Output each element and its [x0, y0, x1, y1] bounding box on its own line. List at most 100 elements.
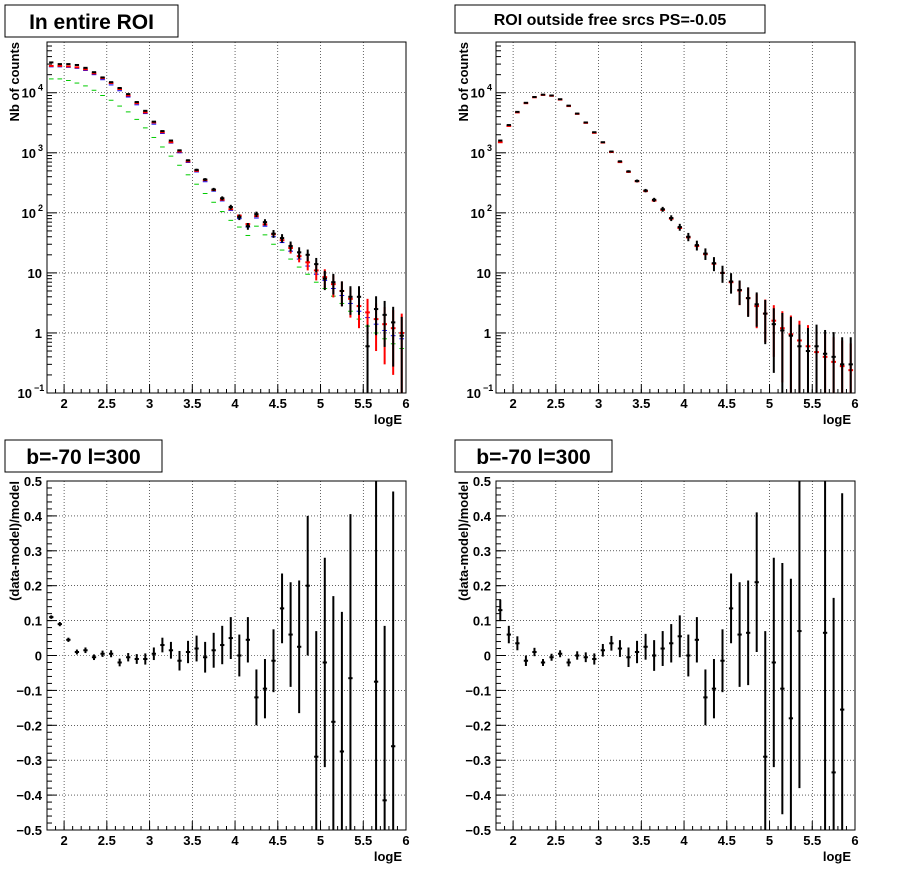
chart-title-box: [454, 4, 766, 34]
x-tick-label: 2.5: [98, 833, 116, 848]
plot-frame: [46, 41, 407, 394]
y-tick-label: 10: [28, 266, 42, 281]
y-tick-label: 1: [35, 326, 42, 341]
chart-panel-4: 2 2.5 3 3.5 4 4.5 5 5.5 6 −0.5 −0.4 −0.3 −0.2 −0.1 0 0.…: [454, 439, 859, 864]
x-tick-label: 4.5: [718, 396, 736, 411]
y-tick-label: 0.3: [24, 544, 42, 559]
y-tick-exponent: −1: [483, 383, 493, 393]
y-tick-label: 0.2: [24, 579, 42, 594]
data-marks: [49, 481, 396, 830]
y-tick-label: 10: [471, 146, 485, 161]
plot-frame: [46, 480, 407, 831]
x-tick-label: 6: [402, 833, 409, 848]
chart-title-box: [4, 439, 163, 473]
y-tick-exponent: 2: [38, 203, 43, 213]
y-tick-label: 1: [484, 326, 491, 341]
x-tick-label: 2.5: [547, 396, 565, 411]
x-tick-label: 6: [851, 396, 858, 411]
y-axis-label: Nb of counts: [456, 42, 471, 121]
x-tick-label: 2.5: [98, 396, 116, 411]
x-tick-label: 4: [231, 833, 239, 848]
chart-title: b=-70 l=300: [476, 446, 590, 469]
x-tick-label: 4.5: [269, 396, 287, 411]
x-axis-label: logE: [374, 849, 402, 864]
x-tick-label: 5: [317, 396, 324, 411]
x-tick-label: 5.5: [354, 396, 372, 411]
y-tick-label: −0.3: [465, 753, 491, 768]
y-tick-label: 0.2: [473, 579, 491, 594]
y-tick-label: 10: [18, 386, 32, 401]
x-tick-label: 3: [595, 833, 602, 848]
y-tick-label: 0.1: [24, 614, 42, 629]
chart-title: In entire ROI: [29, 11, 154, 34]
data-marks: [498, 481, 845, 830]
y-tick-label: −0.3: [16, 753, 42, 768]
y-tick-exponent: −1: [34, 383, 44, 393]
x-axis-label: logE: [823, 849, 851, 864]
chart-title: ROI outside free srcs PS=-0.05: [494, 12, 727, 29]
y-tick-label: 10: [467, 386, 481, 401]
y-tick-label: −0.2: [465, 718, 491, 733]
y-tick-label: 0: [484, 649, 491, 664]
y-tick-exponent: 2: [487, 203, 492, 213]
x-axis-label: logE: [374, 412, 402, 427]
plot-frame: [495, 480, 856, 831]
x-tick-label: 3.5: [632, 396, 650, 411]
y-tick-label: 0.1: [473, 614, 491, 629]
data-marks: [497, 93, 854, 393]
y-tick-label: −0.1: [16, 683, 42, 698]
x-tick-label: 2.5: [547, 833, 565, 848]
x-tick-label: 3.5: [183, 833, 201, 848]
y-tick-label: −0.2: [16, 718, 42, 733]
y-tick-label: 0: [35, 649, 42, 664]
y-tick-label: −0.4: [465, 788, 491, 803]
chart-title-box: [454, 439, 613, 473]
y-tick-label: 0.5: [24, 474, 42, 489]
x-tick-label: 5: [766, 396, 773, 411]
y-tick-label: −0.1: [465, 683, 491, 698]
y-tick-label: −0.5: [16, 823, 42, 838]
y-tick-exponent: 4: [487, 83, 492, 93]
x-tick-label: 2: [509, 396, 516, 411]
x-tick-label: 5.5: [354, 833, 372, 848]
y-tick-label: 10: [22, 146, 36, 161]
x-tick-label: 6: [851, 833, 858, 848]
x-tick-label: 3.5: [632, 833, 650, 848]
x-tick-label: 3.5: [183, 396, 201, 411]
y-tick-label: 10: [471, 86, 485, 101]
y-tick-label: 0.4: [473, 509, 492, 524]
x-tick-label: 4.5: [269, 833, 287, 848]
y-tick-label: 10: [22, 206, 36, 221]
y-tick-label: 10: [471, 206, 485, 221]
x-tick-label: 5: [317, 833, 324, 848]
y-tick-label: 10: [477, 266, 491, 281]
y-tick-label: 0.4: [24, 509, 43, 524]
x-tick-label: 6: [402, 396, 409, 411]
y-tick-label: 0.5: [473, 474, 491, 489]
x-tick-label: 3: [595, 396, 602, 411]
x-tick-label: 2: [60, 833, 67, 848]
y-axis-label: Nb of counts: [7, 42, 22, 121]
x-tick-label: 4: [680, 833, 688, 848]
x-tick-label: 3: [146, 833, 153, 848]
y-axis-label: (data-model)/model: [456, 481, 471, 601]
y-tick-label: 10: [22, 86, 36, 101]
x-tick-label: 2: [60, 396, 67, 411]
chart-title: b=-70 l=300: [26, 446, 140, 469]
y-tick-label: −0.5: [465, 823, 491, 838]
x-tick-label: 4: [231, 396, 239, 411]
data-marks: [48, 61, 405, 393]
x-tick-label: 5.5: [803, 396, 821, 411]
chart-panel-3: 2 2.5 3 3.5 4 4.5 5 5.5 6 −0.5 −0.4 −0.3 −0.2 −0.1 0 0.…: [4, 439, 410, 864]
y-tick-label: −0.4: [16, 788, 42, 803]
x-tick-label: 5.5: [803, 833, 821, 848]
x-tick-label: 4: [680, 396, 688, 411]
x-tick-label: 3: [146, 396, 153, 411]
x-tick-label: 5: [766, 833, 773, 848]
y-tick-exponent: 3: [38, 143, 43, 153]
y-tick-exponent: 4: [38, 83, 43, 93]
y-tick-exponent: 3: [487, 143, 492, 153]
